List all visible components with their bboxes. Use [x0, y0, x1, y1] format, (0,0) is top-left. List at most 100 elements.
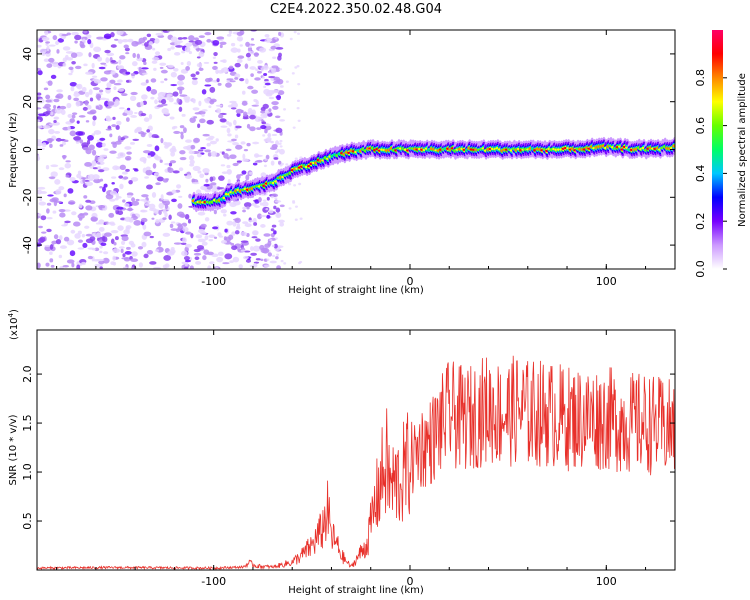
- noise-speckle: [181, 113, 186, 117]
- noise-speckle: [50, 171, 58, 178]
- noise-speckle: [252, 245, 261, 252]
- noise-speckle: [204, 235, 209, 241]
- noise-speckle: [240, 141, 246, 145]
- noise-speckle: [168, 162, 173, 167]
- colorbar-gradient: [712, 30, 723, 269]
- noise-speckle: [91, 248, 96, 251]
- noise-speckle: [116, 65, 123, 69]
- noise-speckle: [244, 223, 252, 228]
- noise-speckle: [240, 249, 246, 252]
- snr-y-ticks: 0.5 1.0 1.5 2.0: [21, 365, 675, 530]
- noise-speckle: [237, 55, 245, 59]
- noise-speckle: [45, 94, 51, 100]
- noise-speckle: [158, 202, 165, 209]
- noise-speckle: [94, 155, 99, 161]
- noise-speckle: [109, 133, 113, 138]
- noise-speckle: [247, 108, 253, 114]
- noise-speckle: [69, 118, 75, 123]
- noise-speckle: [213, 209, 217, 215]
- noise-speckle: [65, 174, 70, 178]
- noise-speckle: [66, 259, 75, 264]
- noise-speckle: [246, 206, 250, 210]
- noise-speckle: [58, 208, 66, 213]
- noise-speckle: [119, 164, 126, 170]
- noise-speckle: [207, 265, 212, 269]
- noise-speckle: [68, 66, 74, 71]
- noise-speckle: [56, 49, 60, 54]
- noise-speckle: [86, 104, 92, 110]
- noise-speckle: [116, 120, 122, 126]
- noise-speckle: [43, 87, 49, 91]
- noise-speckle: [88, 144, 95, 151]
- noise-speckle: [272, 81, 280, 84]
- noise-speckle: [279, 68, 283, 71]
- noise-speckle: [117, 79, 123, 83]
- noise-speckle: [263, 112, 268, 119]
- noise-speckle: [241, 100, 248, 106]
- colorbar-tick-label: 0.8: [694, 69, 707, 87]
- noise-speckle: [125, 71, 131, 75]
- noise-speckle: [77, 230, 82, 235]
- noise-speckle: [179, 88, 183, 95]
- noise-speckle: [75, 100, 81, 107]
- noise-speckle: [37, 139, 42, 143]
- noise-speckle: [201, 241, 208, 246]
- x-tick-label: -100: [201, 275, 226, 288]
- noise-speckle: [183, 96, 191, 101]
- noise-speckle: [232, 142, 239, 146]
- noise-speckle: [37, 189, 43, 195]
- noise-speckle: [89, 42, 94, 49]
- noise-speckle: [141, 241, 147, 248]
- noise-speckle: [92, 167, 98, 170]
- noise-speckle: [270, 228, 275, 232]
- noise-speckle: [96, 156, 105, 162]
- noise-speckle: [159, 159, 163, 163]
- noise-speckle: [291, 72, 295, 75]
- noise-speckle: [166, 250, 175, 256]
- noise-speckle: [228, 122, 232, 127]
- noise-speckle: [273, 243, 278, 249]
- noise-speckle: [261, 121, 267, 125]
- noise-speckle: [103, 33, 112, 39]
- noise-speckle: [114, 98, 120, 104]
- noise-speckle: [201, 89, 207, 95]
- noise-speckle: [254, 160, 263, 163]
- noise-speckle: [131, 197, 136, 202]
- noise-speckle: [48, 57, 55, 63]
- noise-speckle: [188, 35, 195, 41]
- noise-speckle: [145, 169, 153, 176]
- noise-speckle: [74, 34, 82, 41]
- noise-speckle: [250, 73, 254, 77]
- noise-speckle: [271, 133, 278, 137]
- noise-speckle: [266, 214, 271, 219]
- noise-speckle: [264, 158, 268, 161]
- noise-speckle: [40, 215, 47, 221]
- noise-speckle: [207, 152, 212, 157]
- noise-speckle: [251, 236, 258, 239]
- noise-speckle: [271, 68, 277, 74]
- noise-speckle: [125, 117, 130, 122]
- noise-speckle: [43, 58, 50, 63]
- noise-speckle: [98, 226, 105, 232]
- noise-speckle: [110, 229, 119, 234]
- noise-speckle: [276, 94, 282, 101]
- noise-speckle: [162, 232, 171, 237]
- noise-speckle: [228, 65, 234, 70]
- noise-speckle: [69, 81, 77, 87]
- noise-speckle: [250, 112, 255, 116]
- noise-speckle: [178, 195, 183, 198]
- noise-speckle: [170, 46, 175, 50]
- noise-speckle: [210, 182, 217, 186]
- noise-speckle: [183, 145, 191, 150]
- noise-speckle: [46, 202, 52, 206]
- noise-speckle: [196, 153, 202, 158]
- noise-speckle: [236, 58, 243, 64]
- noise-speckle: [70, 86, 75, 92]
- noise-speckle: [112, 142, 117, 148]
- noise-speckle: [264, 34, 270, 38]
- noise-speckle: [49, 251, 53, 256]
- noise-speckle: [126, 246, 131, 250]
- noise-speckle: [152, 162, 157, 169]
- noise-speckle: [91, 133, 96, 136]
- noise-speckle: [48, 123, 57, 126]
